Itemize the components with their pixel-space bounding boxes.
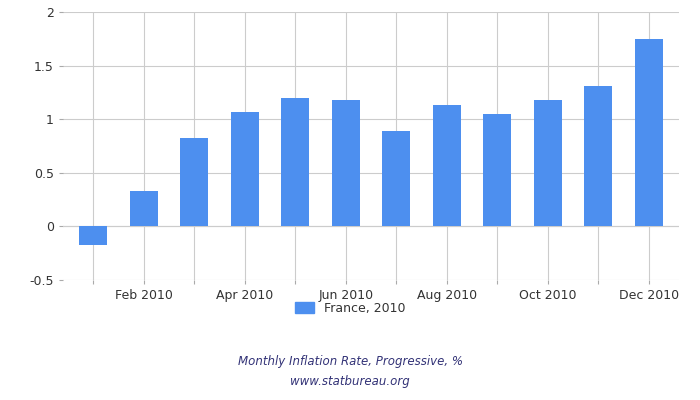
Bar [281,98,309,226]
Bar [635,39,663,226]
Bar [231,112,259,226]
Text: www.statbureau.org: www.statbureau.org [290,376,410,388]
Bar [382,131,410,226]
Bar [433,105,461,226]
Text: Monthly Inflation Rate, Progressive, %: Monthly Inflation Rate, Progressive, % [237,356,463,368]
Legend: France, 2010: France, 2010 [290,297,410,320]
Bar [79,226,107,245]
Bar [181,138,208,226]
Bar [483,114,511,226]
Bar [534,100,561,226]
Bar [332,100,360,226]
Bar [130,191,158,226]
Bar [584,86,612,226]
